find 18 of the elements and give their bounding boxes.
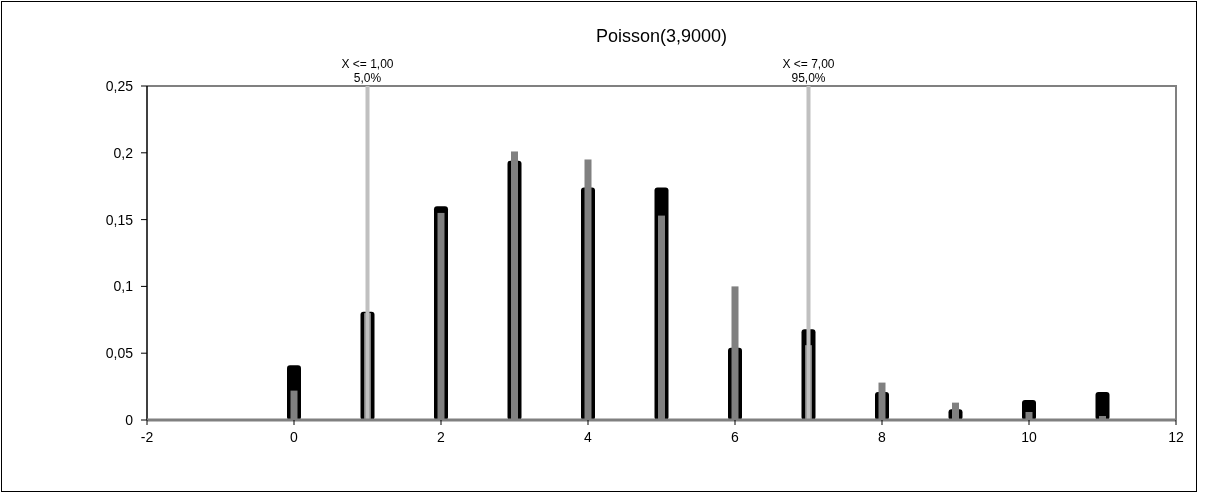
x-tick-label: 2 <box>437 429 446 445</box>
y-tick-label: 0,1 <box>113 278 134 295</box>
x-tick-label: 10 <box>1021 429 1037 445</box>
x-tick-label: 6 <box>731 429 740 445</box>
ref-line-label: X <= 1,00 5,0% <box>341 57 394 85</box>
x-tick-label: -2 <box>140 429 154 445</box>
x-tick-label: 0 <box>290 429 299 445</box>
y-tick-label: 0,05 <box>105 345 134 362</box>
bar <box>1095 391 1110 420</box>
x-tick-label: 4 <box>584 429 593 445</box>
y-tick-label: 0,15 <box>105 211 134 228</box>
y-tick-label: 0,2 <box>113 144 134 161</box>
y-tick-label: 0 <box>125 412 134 428</box>
x-tick-label: 8 <box>878 429 887 445</box>
x-tick-label: 12 <box>1168 429 1184 445</box>
ref-line-label: X <= 7,00 95,0% <box>782 57 835 85</box>
y-tick-label: 0,25 <box>105 78 134 94</box>
chart-title: Poisson(3,9000) <box>595 26 728 46</box>
